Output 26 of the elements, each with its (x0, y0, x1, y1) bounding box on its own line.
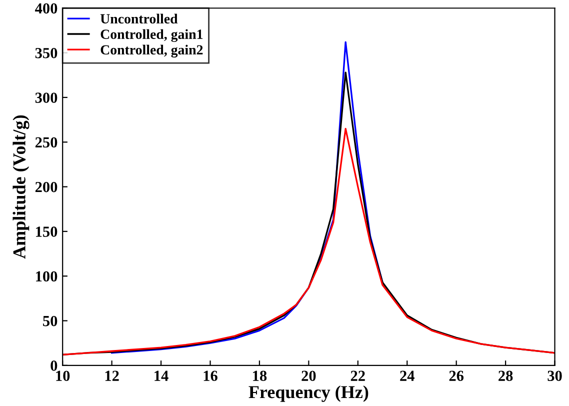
x-tick-label: 28 (498, 370, 513, 382)
x-tick-label: 30 (548, 370, 562, 382)
x-tick-label: 12 (105, 370, 119, 381)
y-axis-title: Amplitude (Volt/g) (12, 115, 30, 259)
x-axis-title: Frequency (Hz) (248, 386, 368, 402)
y-tick-label: 300 (35, 92, 58, 103)
y-tick-label: 150 (36, 226, 58, 237)
x-tick-label: 26 (449, 370, 464, 382)
line-series (62, 128, 555, 356)
y-tick-label: 250 (35, 137, 58, 148)
y-tick-label: 100 (36, 271, 58, 282)
y-tick-label: 0 (50, 360, 58, 371)
y-tick-label: 200 (35, 182, 58, 192)
legend-label: Controlled, gain2 (100, 44, 203, 58)
legend-label: Controlled, gain1 (100, 29, 203, 42)
y-tick-label: 400 (35, 3, 58, 14)
x-tick-label: 10 (56, 370, 70, 382)
y-tick-label: 350 (35, 48, 58, 58)
x-tick-label: 22 (350, 370, 365, 381)
x-tick-label: 16 (204, 370, 218, 382)
x-tick-label: 20 (302, 370, 316, 382)
x-tick-label: 14 (154, 370, 168, 381)
x-tick-label: 18 (253, 370, 267, 382)
x-tick-label: 24 (400, 370, 414, 381)
legend-label: Uncontrolled (100, 14, 178, 24)
y-tick-label: 50 (43, 316, 58, 326)
